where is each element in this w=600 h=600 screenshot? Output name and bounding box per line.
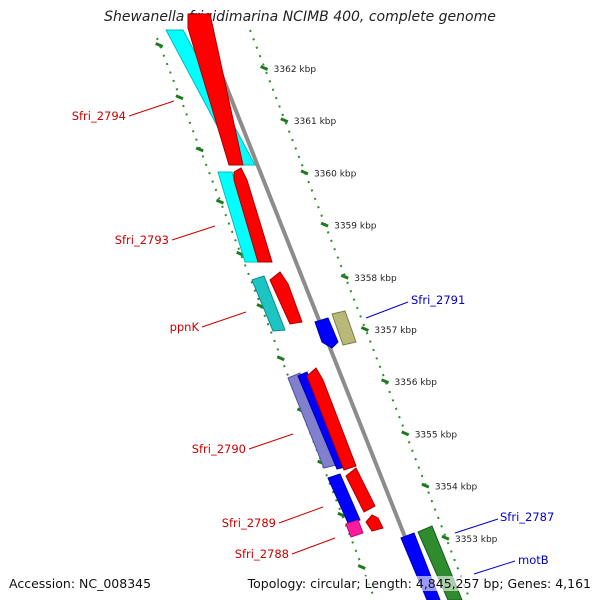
ruler-tick-label: 3362 kbp [274, 65, 317, 75]
ruler-tick [360, 326, 369, 332]
label-sfri-2790: Sfri_2790 [192, 442, 246, 456]
gene-sfri-2791-cds [331, 310, 357, 346]
leader-sfri-2787 [454, 518, 499, 534]
genome-summary-text: Topology: circular; Length: 4,845,257 bp… [247, 576, 591, 591]
ruler-tick [380, 378, 390, 385]
label-leaders [128, 100, 516, 575]
label-sfri-2793: Sfri_2793 [115, 233, 169, 247]
ruler-tick [300, 169, 309, 176]
leader-sfri-2794 [128, 100, 175, 117]
ruler-tick-label: 3360 kbp [314, 169, 357, 179]
leader-sfri-2791 [365, 301, 409, 319]
ruler-tick [280, 117, 289, 124]
inner-ring-tick [276, 355, 285, 362]
leader-sfri-2789 [278, 506, 324, 524]
gene-labels: Sfri_2794 Sfri_2793 ppnK Sfri_2790 Sfri_… [72, 109, 555, 567]
inner-ring-tick [175, 94, 184, 101]
gene-sfri-2788-arrow [365, 514, 384, 532]
ruler-tick [441, 534, 450, 541]
gene-sfri-2789 [327, 467, 376, 524]
leader-sfri-2790 [248, 433, 294, 450]
gene-sfri-2790 [287, 367, 357, 471]
ruler-tick-label: 3358 kbp [354, 274, 397, 284]
ruler-tick [320, 221, 329, 228]
inner-dotted-ring [156, 37, 376, 600]
gene-sfri-2794 [165, 13, 256, 166]
label-sfri-2789: Sfri_2789 [222, 516, 276, 530]
gene-sfri-2789-arrow [345, 467, 376, 513]
gene-sfri-2794-arrow [187, 13, 244, 166]
gene-sfri-2791 [314, 310, 357, 349]
leader-motb [473, 560, 516, 575]
accession-text: Accession: NC_008345 [9, 576, 152, 591]
ruler-ticks [260, 65, 450, 541]
gene-ppnk-arrow [269, 271, 303, 325]
gene-ppnk [251, 271, 303, 332]
inner-ring-tick [195, 146, 204, 153]
inner-ring-tick [155, 42, 164, 48]
ruler-tick-label: 3359 kbp [334, 222, 377, 232]
inner-ring-tick [215, 198, 225, 205]
leader-sfri-2788 [291, 537, 336, 555]
gene-ppnk-cds [251, 275, 286, 332]
ruler-labels: 3362 kbp 3361 kbp 3360 kbp 3359 kbp 3358 kbp… [274, 65, 498, 545]
leader-sfri-2793 [171, 225, 216, 241]
gene-sfri-2793 [217, 167, 273, 263]
gene-sfri-2793-arrow [233, 167, 273, 263]
label-sfri-2794: Sfri_2794 [72, 109, 126, 123]
ruler-tick-label: 3354 kbp [435, 483, 478, 493]
label-sfri-2791: Sfri_2791 [411, 293, 465, 307]
ruler-tick-label: 3361 kbp [294, 117, 337, 127]
inner-ring-tick [357, 564, 366, 570]
label-sfri-2788: Sfri_2788 [235, 547, 289, 561]
ruler-tick [421, 482, 430, 489]
ruler-tick [260, 65, 269, 71]
ruler-tick-label: 3353 kbp [455, 535, 498, 545]
ruler-tick-label: 3356 kbp [395, 378, 438, 388]
gene-sfri-2788-cds [345, 519, 364, 538]
ruler-tick-label: 3355 kbp [415, 430, 458, 440]
gene-sfri-2789-cds [327, 473, 361, 524]
ruler-tick [401, 430, 410, 437]
inner-ring-tick [337, 511, 346, 518]
label-ppnk: ppnK [170, 320, 200, 334]
ruler-dotted-ring [249, 29, 471, 600]
gene-sfri-2788 [345, 514, 384, 538]
leader-ppnk [201, 311, 247, 328]
ruler-tick [340, 273, 349, 280]
genome-backbone [196, 14, 432, 600]
gene-sfri-2790-arrow [306, 367, 357, 471]
ruler-tick-label: 3357 kbp [374, 326, 417, 336]
label-motb: motB [518, 553, 549, 567]
inner-ring-ticks [155, 42, 366, 570]
label-sfri-2787: Sfri_2787 [500, 510, 554, 524]
gene-sfri-2791-arrow [314, 317, 339, 349]
